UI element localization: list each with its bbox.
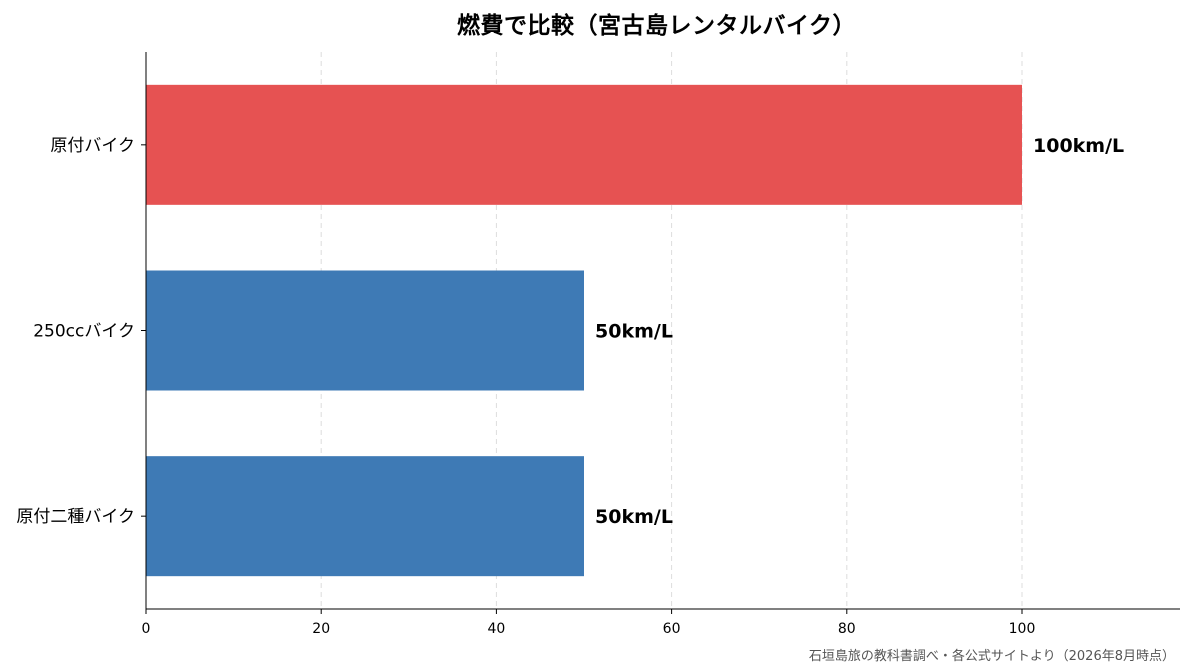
labels-group: 0 20 40 60 80 100 原付バイク 100km/L 250ccバイク 50km/L 原付… (16, 135, 1124, 637)
source-note: 石垣島旅の教科書調べ・各公式サイトより（2026年8月時点） (808, 649, 1175, 664)
category-label: 250ccバイク (33, 322, 135, 342)
x-tick-label: 40 (487, 621, 505, 637)
value-label: 50km/L (595, 506, 673, 528)
x-tick-label: 80 (838, 621, 856, 637)
chart-title: 燃費で比較（宮古島レンタルバイク） (456, 13, 857, 39)
bar-2 (146, 456, 584, 577)
x-tick-label: 60 (663, 621, 681, 637)
x-tick-label: 20 (312, 621, 330, 637)
x-tick-label: 100 (1009, 621, 1036, 637)
category-label: 原付二種バイク (16, 507, 135, 527)
bar-0 (146, 84, 1022, 205)
value-label: 100km/L (1033, 135, 1124, 157)
bar-1 (146, 270, 584, 391)
axes (141, 52, 1180, 614)
value-label: 50km/L (595, 321, 673, 343)
bars-group (146, 84, 1022, 577)
category-label: 原付バイク (50, 136, 135, 156)
x-tick-label: 0 (142, 621, 151, 637)
